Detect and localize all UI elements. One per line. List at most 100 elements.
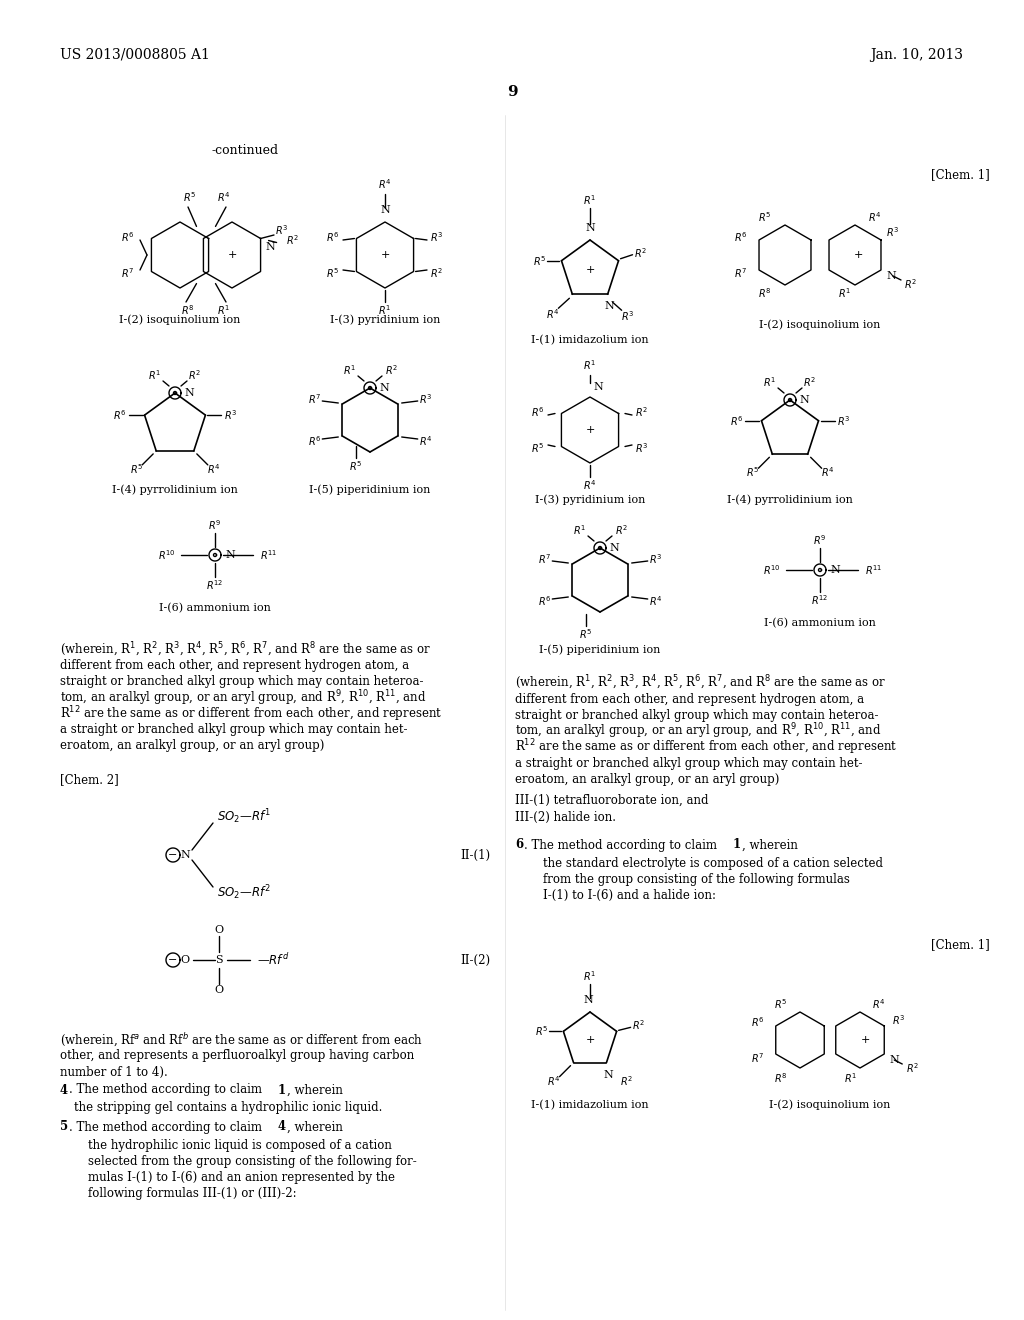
Text: I-(3) pyridinium ion: I-(3) pyridinium ion xyxy=(330,314,440,325)
Text: $R^2$: $R^2$ xyxy=(430,267,443,280)
Text: $R^6$: $R^6$ xyxy=(531,405,545,418)
Text: . The method according to claim: . The method according to claim xyxy=(524,838,721,851)
Text: [Chem. 2]: [Chem. 2] xyxy=(60,774,119,787)
Text: $R^5$: $R^5$ xyxy=(535,1024,548,1039)
Text: . The method according to claim: . The method according to claim xyxy=(69,1084,266,1097)
Text: $R^1$: $R^1$ xyxy=(839,286,852,300)
Text: −: − xyxy=(168,954,178,965)
Text: N: N xyxy=(184,388,194,399)
Text: +: + xyxy=(586,265,595,275)
Text: N: N xyxy=(603,1069,613,1080)
Text: $R^6$: $R^6$ xyxy=(327,230,340,244)
Text: $R^2$: $R^2$ xyxy=(634,246,647,260)
Text: III-(2) halide ion.: III-(2) halide ion. xyxy=(515,810,616,824)
Text: $R^2$: $R^2$ xyxy=(632,1019,645,1032)
Text: $R^1$: $R^1$ xyxy=(573,523,587,537)
Text: $R^{11}$: $R^{11}$ xyxy=(260,548,278,562)
Text: $R^3$: $R^3$ xyxy=(635,441,648,455)
Text: N: N xyxy=(180,850,189,861)
Text: I-(6) ammonium ion: I-(6) ammonium ion xyxy=(159,603,271,614)
Text: straight or branched alkyl group which may contain heteroa-: straight or branched alkyl group which m… xyxy=(60,676,424,689)
Text: $R^4$: $R^4$ xyxy=(872,997,886,1011)
Text: -continued: -continued xyxy=(211,144,279,157)
Text: $R^7$: $R^7$ xyxy=(734,267,748,280)
Text: $R^2$: $R^2$ xyxy=(286,234,299,247)
Text: $R^1$: $R^1$ xyxy=(379,304,391,317)
Text: tom, an aralkyl group, or an aryl group, and R$^9$, R$^{10}$, R$^{11}$, and: tom, an aralkyl group, or an aryl group,… xyxy=(515,721,882,741)
Text: $R^8$: $R^8$ xyxy=(774,1072,787,1085)
Text: N: N xyxy=(830,565,840,576)
Text: $R^4$: $R^4$ xyxy=(419,434,432,447)
Text: $R^5$: $R^5$ xyxy=(349,459,362,473)
Text: 1: 1 xyxy=(733,838,741,851)
Text: $R^3$: $R^3$ xyxy=(224,408,238,422)
Text: $R^3$: $R^3$ xyxy=(892,1014,905,1027)
Text: $SO_2$—$Rf^1$: $SO_2$—$Rf^1$ xyxy=(217,808,270,826)
Text: $R^5$: $R^5$ xyxy=(531,441,545,455)
Text: $R^1$: $R^1$ xyxy=(148,368,162,381)
Text: $R^6$: $R^6$ xyxy=(113,408,126,422)
Text: N: N xyxy=(605,301,614,312)
Text: $R^3$: $R^3$ xyxy=(419,392,432,407)
Text: selected from the group consisting of the following for-: selected from the group consisting of th… xyxy=(88,1155,417,1167)
Text: N: N xyxy=(380,205,390,215)
Text: III-(1) tetrafluoroborate ion, and: III-(1) tetrafluoroborate ion, and xyxy=(515,793,709,807)
Text: $R^1$: $R^1$ xyxy=(584,193,597,207)
Text: . The method according to claim: . The method according to claim xyxy=(69,1121,266,1134)
Text: I-(5) piperidinium ion: I-(5) piperidinium ion xyxy=(309,484,431,495)
Text: $R^2$: $R^2$ xyxy=(804,375,816,389)
Text: $R^4$: $R^4$ xyxy=(584,478,597,492)
Text: I-(4) pyrrolidinium ion: I-(4) pyrrolidinium ion xyxy=(727,495,853,506)
Text: $R^2$: $R^2$ xyxy=(615,523,629,537)
Text: −: − xyxy=(168,850,178,861)
Text: $R^5$: $R^5$ xyxy=(532,253,546,268)
Text: N: N xyxy=(799,395,809,405)
Text: N: N xyxy=(379,383,389,393)
Text: +: + xyxy=(860,1035,869,1045)
Text: 1: 1 xyxy=(278,1084,286,1097)
Text: (wherein, Rf$^a$ and Rf$^b$ are the same as or different from each: (wherein, Rf$^a$ and Rf$^b$ are the same… xyxy=(60,1031,423,1048)
Text: other, and represents a perfluoroalkyl group having carbon: other, and represents a perfluoroalkyl g… xyxy=(60,1049,415,1063)
Text: , wherein: , wherein xyxy=(287,1121,343,1134)
Text: +: + xyxy=(586,425,595,436)
Text: 4: 4 xyxy=(278,1121,286,1134)
Text: $R^8$: $R^8$ xyxy=(181,304,195,317)
Text: $R^5$: $R^5$ xyxy=(580,627,593,642)
Text: +: + xyxy=(380,249,390,260)
Text: $R^1$: $R^1$ xyxy=(845,1072,857,1085)
Text: $SO_2$—$Rf^2$: $SO_2$—$Rf^2$ xyxy=(217,883,270,903)
Text: $R^3$: $R^3$ xyxy=(275,223,289,236)
Text: $R^7$: $R^7$ xyxy=(752,1051,765,1065)
Text: +: + xyxy=(227,249,237,260)
Text: I-(2) isoquinolium ion: I-(2) isoquinolium ion xyxy=(120,314,241,325)
Text: $R^6$: $R^6$ xyxy=(730,414,743,428)
Text: the hydrophilic ionic liquid is composed of a cation: the hydrophilic ionic liquid is composed… xyxy=(88,1138,392,1151)
Text: $R^5$: $R^5$ xyxy=(327,267,340,280)
Text: N: N xyxy=(593,381,603,392)
Text: $R^4$: $R^4$ xyxy=(821,466,835,479)
Text: I-(2) isoquinolium ion: I-(2) isoquinolium ion xyxy=(760,319,881,330)
Text: 5: 5 xyxy=(60,1121,69,1134)
Text: $R^4$: $R^4$ xyxy=(378,177,392,191)
Text: $R^3$: $R^3$ xyxy=(430,230,443,244)
Text: $R^9$: $R^9$ xyxy=(208,519,221,532)
Text: Jan. 10, 2013: Jan. 10, 2013 xyxy=(870,48,963,62)
Text: $R^3$: $R^3$ xyxy=(837,414,850,428)
Text: $R^5$: $R^5$ xyxy=(745,466,759,479)
Text: 4: 4 xyxy=(60,1084,69,1097)
Text: S: S xyxy=(215,954,223,965)
Text: $R^7$: $R^7$ xyxy=(538,552,551,566)
Text: [Chem. 1]: [Chem. 1] xyxy=(931,169,990,181)
Text: O: O xyxy=(180,954,189,965)
Text: $R^1$: $R^1$ xyxy=(764,375,776,389)
Text: (wherein, R$^1$, R$^2$, R$^3$, R$^4$, R$^5$, R$^6$, R$^7$, and R$^8$ are the sam: (wherein, R$^1$, R$^2$, R$^3$, R$^4$, R$… xyxy=(515,675,887,692)
Text: $R^6$: $R^6$ xyxy=(752,1015,765,1028)
Text: $R^{10}$: $R^{10}$ xyxy=(763,564,781,577)
Text: $R^1$: $R^1$ xyxy=(584,969,597,983)
Text: O: O xyxy=(214,985,223,995)
Text: I-(1) imidazolium ion: I-(1) imidazolium ion xyxy=(531,335,649,345)
Text: —$Rf^d$: —$Rf^d$ xyxy=(257,952,290,968)
Text: , wherein: , wherein xyxy=(742,838,798,851)
Text: US 2013/0008805 A1: US 2013/0008805 A1 xyxy=(60,48,210,62)
Text: a straight or branched alkyl group which may contain het-: a straight or branched alkyl group which… xyxy=(60,723,408,737)
